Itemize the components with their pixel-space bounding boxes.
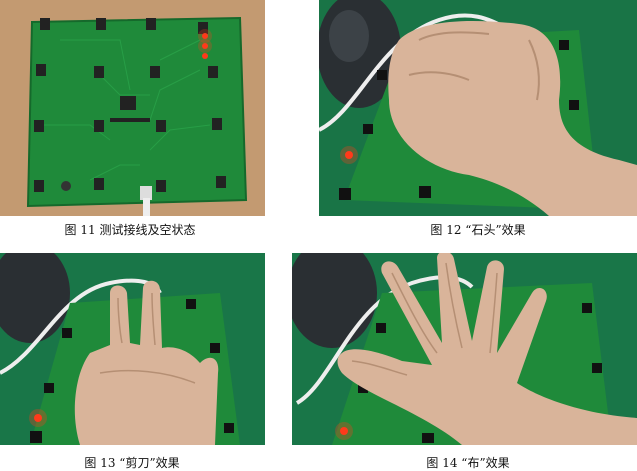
figure-11-photo	[0, 0, 265, 216]
figure-14-caption: 图 14 “布”效果	[426, 456, 510, 470]
hand-scissors-photo	[0, 253, 265, 445]
hand-fist-photo	[319, 0, 637, 216]
figure-13-caption: 图 13 “剪刀”效果	[84, 456, 180, 470]
hand-open-photo	[292, 253, 637, 445]
figure-14-photo	[292, 253, 637, 445]
figure-13-photo	[0, 253, 265, 445]
pcb-board-empty-photo	[0, 0, 265, 216]
figure-12-photo	[319, 0, 637, 216]
figure-12-caption: 图 12 “石头”效果	[430, 223, 526, 237]
figure-11-caption: 图 11 测试接线及空状态	[64, 223, 196, 237]
